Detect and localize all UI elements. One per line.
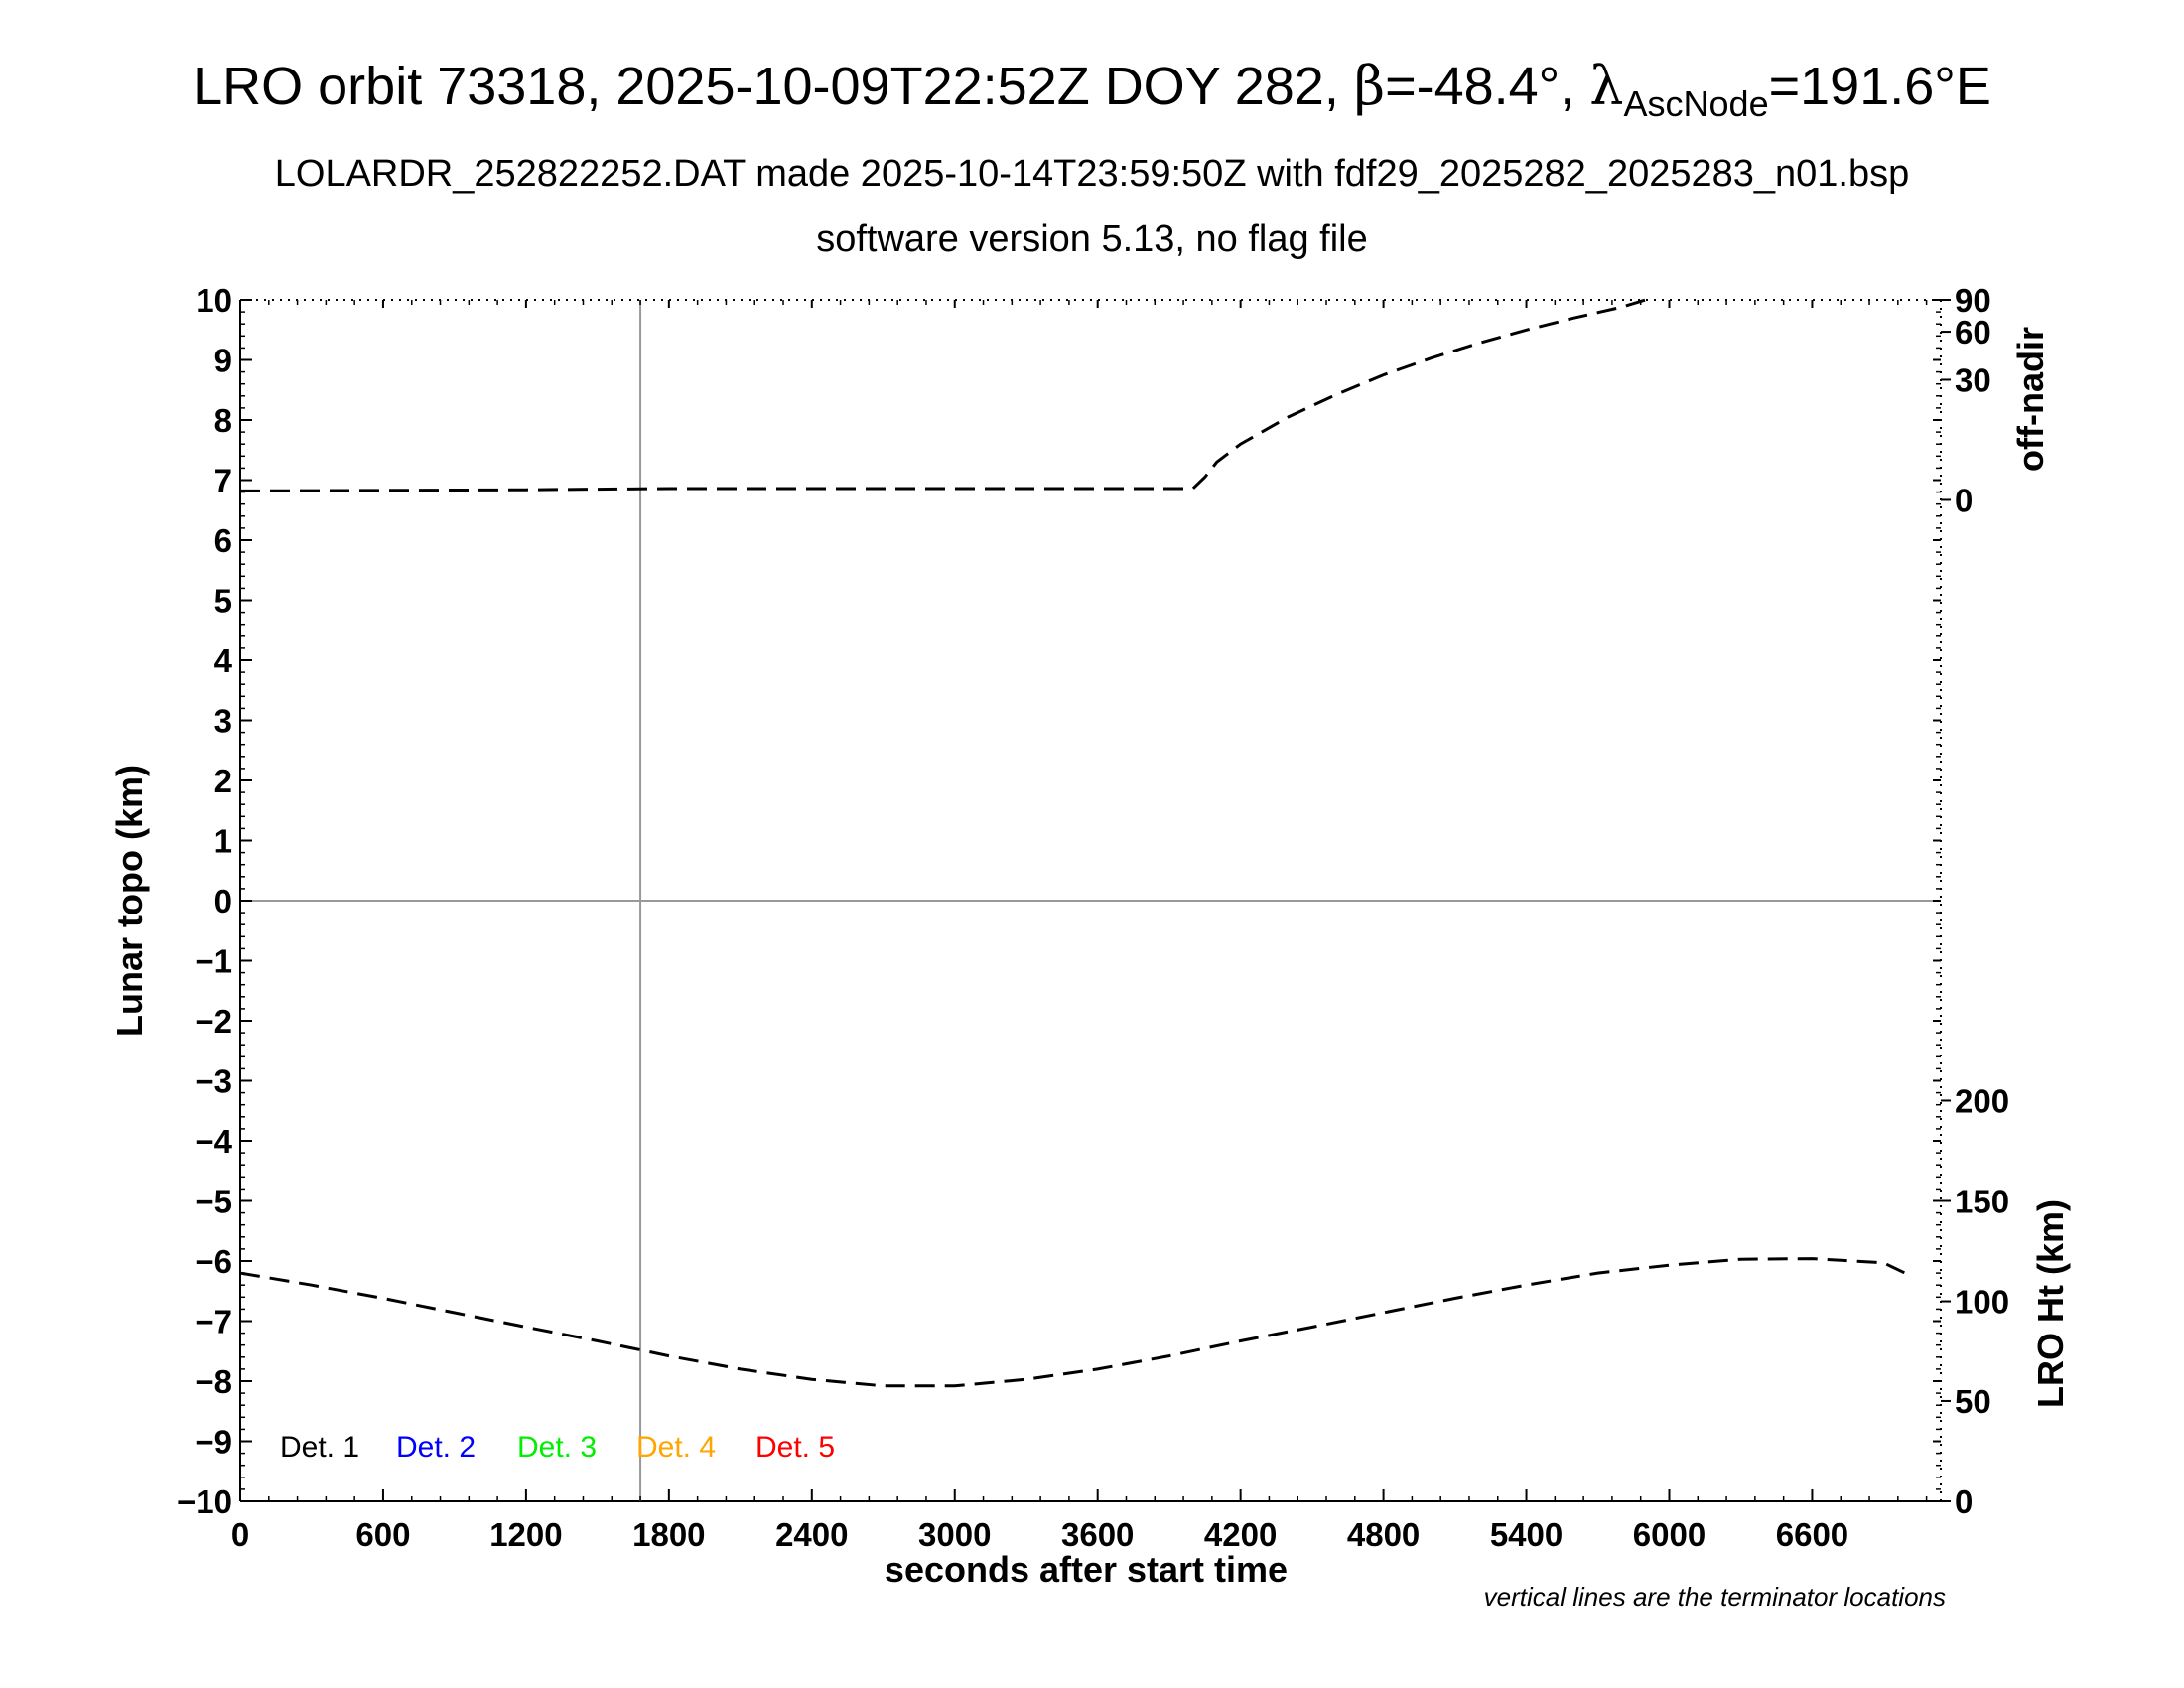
series-line-off-nadir <box>239 298 1646 492</box>
off-nadir-tick-label: 90 <box>1955 282 1991 319</box>
y-axis-label-right-top: off-nadir <box>2010 327 2051 472</box>
lro-ht-tick-label: 100 <box>1955 1284 2009 1321</box>
y-axis-label-left: Lunar topo (km) <box>109 765 150 1037</box>
y-tick-label: 5 <box>214 583 232 620</box>
y-tick-label: −3 <box>195 1063 232 1100</box>
y-tick-label: −5 <box>195 1184 232 1220</box>
series-line-lro-ht <box>239 1257 1909 1388</box>
y-tick-label: 1 <box>214 823 232 860</box>
y-tick-label: 2 <box>214 763 232 799</box>
y-tick-label: 3 <box>214 703 232 740</box>
legend-entry: Det. 1 <box>280 1431 359 1464</box>
y-axis-label-right-bottom: LRO Ht (km) <box>2030 1199 2071 1408</box>
lro-ht-tick-label: 0 <box>1955 1483 1973 1520</box>
x-tick-label: 3600 <box>1061 1516 1134 1553</box>
x-tick-label: 0 <box>231 1516 249 1553</box>
y-tick-label: 10 <box>196 282 232 319</box>
lro-ht-tick-label: 50 <box>1955 1383 1991 1420</box>
y-tick-label: −4 <box>195 1123 232 1160</box>
x-tick-label: 3000 <box>918 1516 991 1553</box>
y-tick-label: −8 <box>195 1363 232 1400</box>
x-tick-label: 1200 <box>489 1516 562 1553</box>
y-tick-label: 6 <box>214 522 232 559</box>
x-tick-label: 4200 <box>1204 1516 1277 1553</box>
legend-entry: Det. 4 <box>636 1431 716 1464</box>
off-nadir-tick-label: 0 <box>1955 482 1973 518</box>
lro-ht-tick-label: 150 <box>1955 1184 2009 1220</box>
y-tick-label: 9 <box>214 343 232 379</box>
x-tick-label: 2400 <box>775 1516 848 1553</box>
y-tick-label: 0 <box>214 883 232 919</box>
y-tick-label: −6 <box>195 1243 232 1280</box>
terminator-note: vertical lines are the terminator locati… <box>1484 1582 1946 1612</box>
off-nadir-tick-label: 30 <box>1955 361 1991 398</box>
y-tick-label: −7 <box>195 1304 232 1340</box>
off-nadir-tick-label: 60 <box>1955 314 1991 351</box>
x-tick-label: 6000 <box>1633 1516 1706 1553</box>
x-tick-label: 5400 <box>1490 1516 1563 1553</box>
x-axis-label: seconds after start time <box>885 1549 1288 1590</box>
y-tick-label: −10 <box>177 1483 232 1520</box>
chart-subtitle: LOLARDR_252822252.DAT made 2025-10-14T23… <box>275 153 1910 195</box>
lro-ht-tick-label: 200 <box>1955 1082 2009 1119</box>
x-tick-label: 6600 <box>1776 1516 1848 1553</box>
chart-title: LRO orbit 73318, 2025-10-09T22:52Z DOY 2… <box>193 55 1991 124</box>
x-tick-label: 4800 <box>1347 1516 1420 1553</box>
x-tick-label: 600 <box>355 1516 410 1553</box>
x-tick-label: 1800 <box>632 1516 705 1553</box>
y-tick-label: −9 <box>195 1424 232 1461</box>
legend-entry: Det. 5 <box>755 1431 835 1464</box>
legend-entry: Det. 3 <box>517 1431 597 1464</box>
y-tick-label: 8 <box>214 402 232 439</box>
y-tick-label: 7 <box>214 463 232 499</box>
y-tick-label: 4 <box>214 642 233 679</box>
y-tick-label: −1 <box>195 943 232 980</box>
chart-subtitle-2: software version 5.13, no flag file <box>816 218 1368 260</box>
legend-entry: Det. 2 <box>396 1431 476 1464</box>
y-tick-label: −2 <box>195 1003 232 1040</box>
